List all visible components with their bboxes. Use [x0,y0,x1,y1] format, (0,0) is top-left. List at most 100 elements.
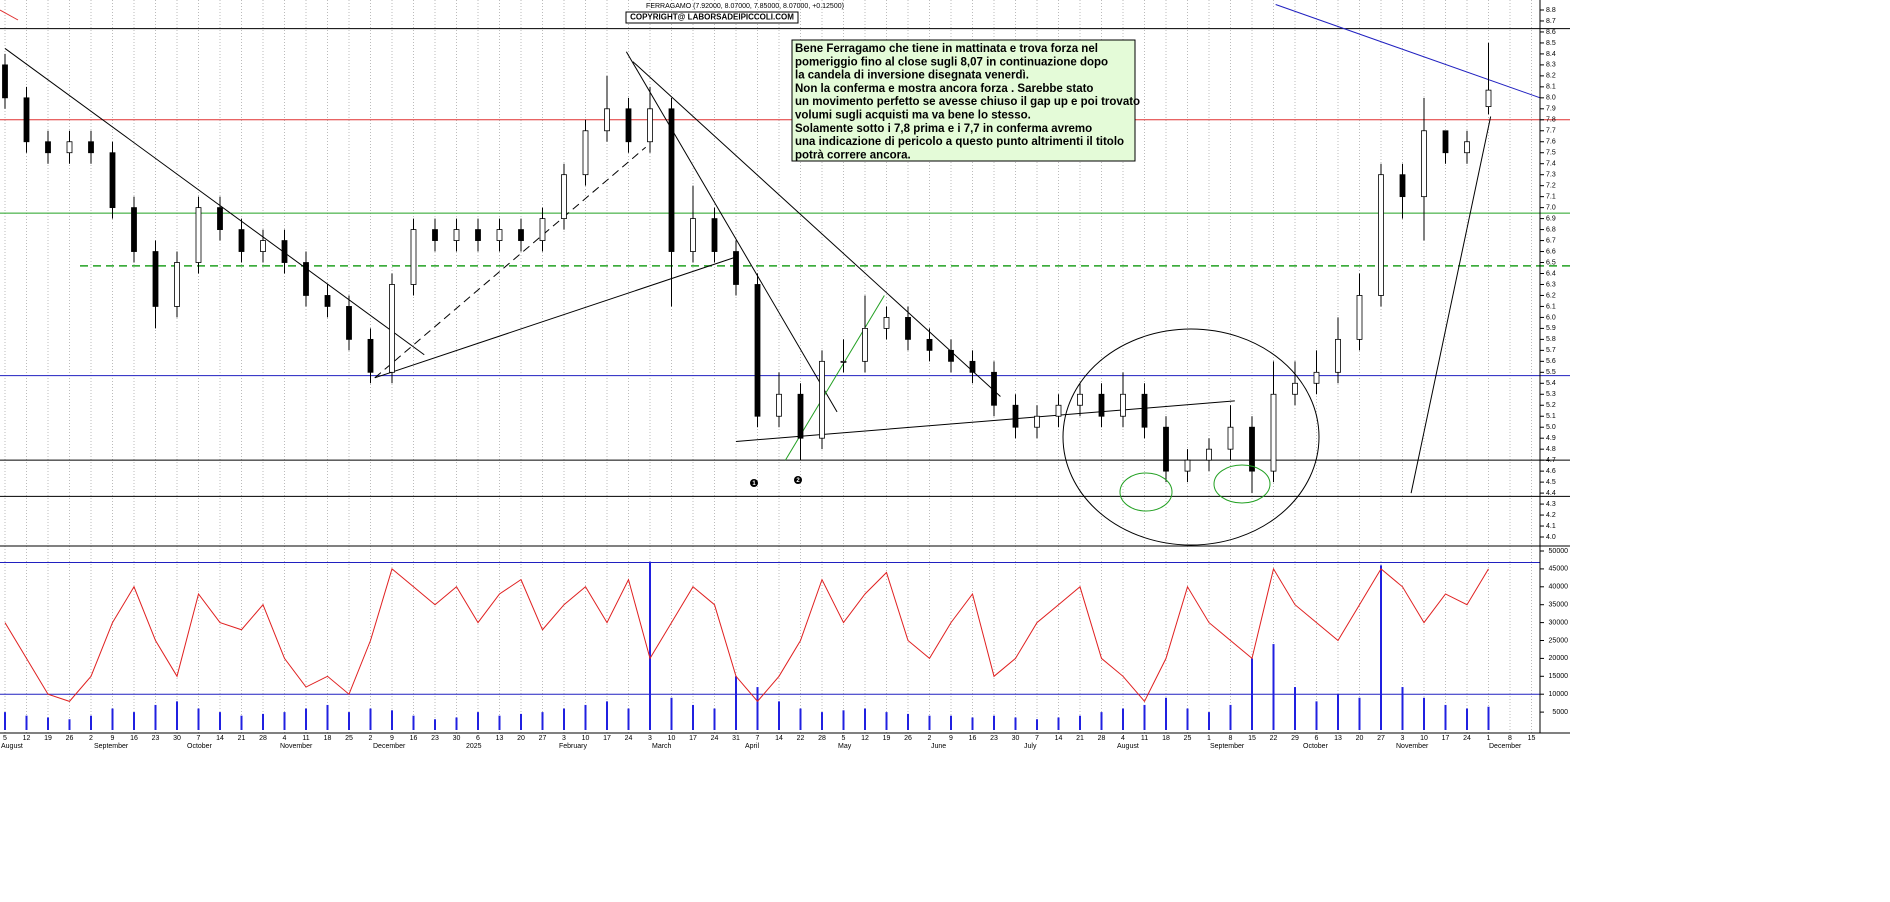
x-tick-label: 2 [928,735,932,742]
volume-bar [520,713,522,730]
y-tick-label: 4.8 [1546,446,1556,453]
x-month-label: September [94,743,129,750]
y-tick-label: 8.6 [1546,29,1556,36]
volume-bar [1401,687,1404,730]
volume-bar [305,708,307,730]
volume-bar [219,712,221,730]
x-tick-label: 26 [904,735,912,742]
x-month-label: August [1,743,23,750]
volume-bar [1014,717,1017,730]
x-tick-label: 27 [1377,735,1385,742]
x-tick-label: 24 [1463,735,1471,742]
volume-bar [1423,697,1425,730]
marker [750,479,758,487]
annotation-line: la candela di inversione disegnata vener… [795,70,1029,82]
annotation-line: Solamente sotto i 7,8 prima e i 7,7 in c… [795,123,1092,135]
candle-body [410,229,417,285]
y-tick-label: 6.3 [1546,281,1556,288]
y-tick-label: 6.6 [1546,248,1556,255]
volume-bar [1487,706,1490,730]
y-tick-label: 4.4 [1546,490,1556,497]
annotation-line: pomeriggio fino al close sugli 8,07 in c… [795,56,1108,68]
trendline [4,48,425,356]
x-tick-label: 2 [369,735,373,742]
candle-body [1292,382,1298,395]
volume-bar [864,708,866,730]
volume-bar [971,717,974,730]
trendline [632,61,1001,397]
x-tick-label: 14 [216,735,224,742]
x-tick-label: 7 [1035,735,1039,742]
y2-tick-label: 30000 [1549,619,1569,626]
candle-body [1270,393,1277,472]
candle-body [23,97,30,143]
candle-body [109,152,116,209]
x-month-label: July [1024,743,1037,750]
candle-body [367,338,374,373]
candle-body [303,262,309,296]
plot [0,4,1570,730]
volume-bar [412,715,415,730]
candle-body [969,360,976,373]
x-month-label: 2025 [466,743,482,750]
x-tick-label: 25 [1184,735,1192,742]
marker-label: 1 [752,481,756,487]
volume-bar [477,712,479,730]
candle-body [733,251,739,285]
candle-body [2,64,8,99]
copyright-box [625,11,799,24]
candle-body [281,240,288,263]
candle-body [1485,89,1492,108]
x-tick-label: 6 [1315,735,1319,742]
x-tick-label: 15 [1248,735,1256,742]
volume-bar [1100,712,1103,730]
trendline [625,51,838,413]
x-tick-label: 1 [1207,735,1211,742]
x-month-label: September [1210,743,1245,750]
y-tick-label: 6.9 [1546,215,1556,222]
candle-body [561,174,567,220]
y-tick-label: 7.2 [1546,183,1556,190]
x-month-label: December [1489,743,1522,750]
x-tick-label: 24 [711,735,719,742]
y-tick-label: 5.9 [1546,325,1556,332]
chart-subtitle: COPYRIGHT@ LABORSADEIPICCOLI.COM [630,13,794,22]
x-tick-label: 26 [66,735,74,742]
x-tick-label: 9 [111,735,115,742]
x-month-label: April [745,743,759,750]
candle-body [346,306,352,340]
annotation-background [791,39,1136,162]
y-tick-label: 4.1 [1546,523,1556,530]
x-tick-label: 15 [1528,735,1536,742]
candle-body [453,229,460,241]
candle-body [45,141,51,154]
volume-bar [993,715,995,730]
volume-bar [735,676,737,730]
candle-body [948,349,954,362]
volume-bar [1165,697,1167,730]
volume-bar [133,712,135,730]
x-month-label: February [559,743,588,750]
candle-body [1399,174,1406,198]
y-tick-label: 7.0 [1546,204,1556,211]
volume-bar [498,715,501,730]
volume-bar [369,708,372,730]
y-tick-label: 5.7 [1546,347,1556,354]
candle-body [432,229,438,241]
y2-tick-label: 15000 [1549,673,1569,680]
x-month-label: December [373,743,406,750]
candle-body [238,229,245,252]
volume-bar [1251,658,1253,730]
candle-body [604,108,610,132]
x-tick-label: 10 [1420,735,1428,742]
volume-bar [692,704,694,730]
volume-bar [455,717,458,730]
annotation-line: volumi sugli acquisti ma va bene lo stes… [795,110,1031,122]
candle-body [260,240,266,252]
candle-body [1421,130,1427,198]
volume-bar [885,712,888,730]
x-tick-label: 14 [1055,735,1063,742]
candle-body [217,207,223,230]
volume-bar [1057,717,1060,730]
